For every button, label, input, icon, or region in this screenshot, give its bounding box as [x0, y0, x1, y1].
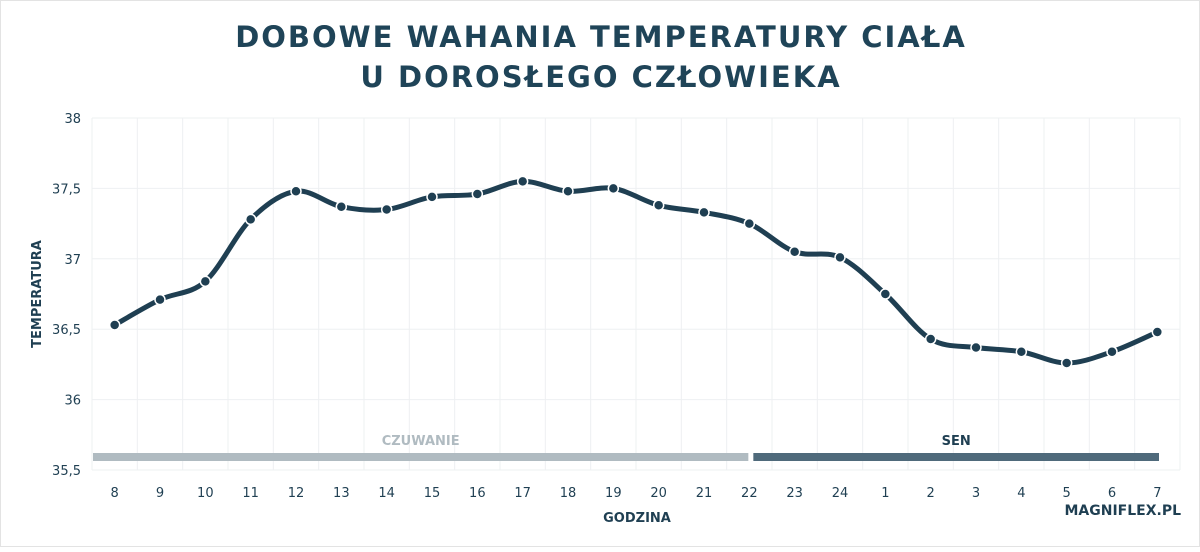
y-tick-label: 36	[64, 394, 81, 409]
x-tick-label: 23	[786, 486, 803, 501]
data-point	[335, 200, 348, 213]
x-tick-label: 19	[605, 486, 622, 501]
x-tick-label: 24	[832, 486, 849, 501]
x-tick-label: 2	[927, 486, 935, 501]
x-tick-label: 1	[881, 486, 889, 501]
data-point	[1151, 326, 1164, 338]
x-tick-label: 16	[469, 486, 486, 501]
x-tick-label: 6	[1108, 486, 1116, 501]
data-point	[108, 319, 121, 331]
data-point	[970, 341, 982, 354]
y-tick-label: 36,5	[52, 323, 81, 338]
y-axis-label: TEMPERATURA	[30, 240, 45, 348]
x-tick-label: 17	[514, 486, 531, 501]
phase-bar-czuwanie	[93, 453, 749, 461]
data-point	[652, 199, 665, 212]
data-point	[743, 217, 756, 230]
x-tick-label: 20	[650, 486, 667, 501]
y-tick-label: 38	[64, 112, 81, 127]
x-tick-label: 12	[288, 486, 305, 501]
data-point	[924, 333, 937, 345]
data-point	[1060, 357, 1073, 369]
data-point	[834, 251, 846, 264]
phase-bar-sen	[753, 453, 1159, 461]
x-tick-label: 13	[333, 486, 350, 501]
data-point	[244, 213, 257, 226]
data-point	[199, 275, 212, 288]
data-point	[1106, 345, 1118, 358]
x-tick-label: 3	[972, 486, 980, 501]
x-tick-label: 8	[111, 486, 119, 501]
chart-title-line-2: U DOROSŁEGO CZŁOWIEKA	[360, 60, 841, 94]
x-tick-label: 14	[378, 486, 395, 501]
x-tick-label: 15	[424, 486, 441, 501]
x-tick-label: 5	[1063, 486, 1071, 501]
x-tick-label: 18	[560, 486, 577, 501]
data-point	[698, 206, 710, 219]
x-axis-label: GODZINA	[603, 511, 671, 526]
x-tick-label: 7	[1153, 486, 1161, 501]
data-point	[154, 293, 166, 306]
data-point	[607, 182, 620, 195]
phase-bands: CZUWANIE SEN	[93, 434, 1159, 461]
data-point	[562, 185, 574, 197]
data-point	[380, 203, 393, 216]
data-point	[788, 246, 801, 258]
x-tick-label: 10	[197, 486, 214, 501]
phase-label-sen: SEN	[942, 434, 971, 449]
y-tick-label: 35,5	[52, 464, 81, 479]
data-point	[426, 191, 438, 203]
phase-label-czuwanie: CZUWANIE	[382, 434, 460, 449]
x-tick-label: 4	[1017, 486, 1025, 501]
x-tick-label: 21	[696, 486, 713, 501]
x-tick-label: 22	[741, 486, 758, 501]
data-point	[516, 175, 529, 188]
chart-title-line-1: DOBOWE WAHANIA TEMPERATURY CIAŁA	[235, 20, 967, 54]
data-point	[471, 188, 484, 200]
y-tick-label: 37,5	[52, 182, 81, 197]
data-point	[879, 288, 892, 300]
chart-marks	[108, 175, 1164, 369]
x-tick-label: 11	[242, 486, 259, 501]
x-tick-label: 9	[156, 486, 164, 501]
data-point	[1015, 345, 1028, 358]
source-label: MAGNIFLEX.PL	[1064, 503, 1181, 519]
data-point	[290, 185, 302, 197]
y-tick-label: 37	[64, 253, 81, 268]
